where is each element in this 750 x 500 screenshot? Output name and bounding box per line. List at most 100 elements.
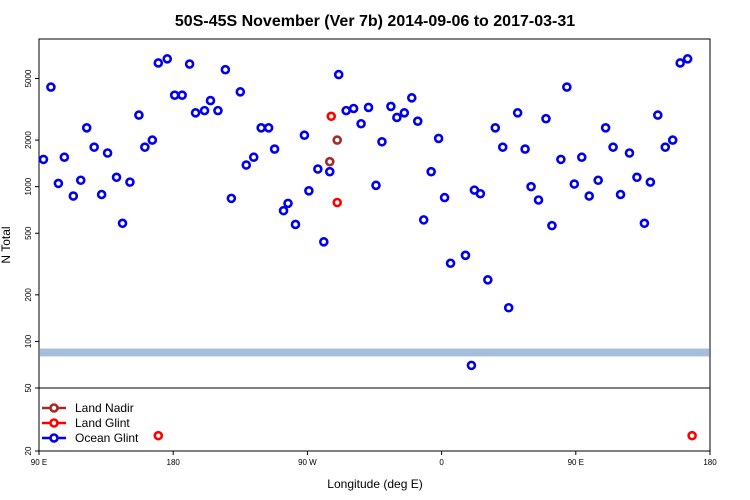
- data-point: [399, 108, 410, 118]
- data-point: [333, 69, 344, 80]
- y-tick-label: 50: [24, 383, 33, 392]
- data-point: [526, 181, 536, 192]
- data-point: [102, 148, 113, 158]
- data-point: [377, 136, 387, 147]
- y-tick-label: 2000: [24, 131, 33, 149]
- data-point: [624, 148, 635, 158]
- data-point: [490, 123, 501, 133]
- data-point: [125, 177, 135, 187]
- data-point: [205, 95, 216, 106]
- data-point: [576, 152, 587, 163]
- data-point: [304, 186, 314, 196]
- data-point: [326, 111, 337, 122]
- y-axis-label: N Total: [0, 226, 13, 263]
- data-point: [645, 177, 656, 187]
- data-point: [38, 154, 49, 165]
- data-point: [263, 123, 274, 133]
- data-point: [503, 302, 514, 313]
- data-point: [134, 110, 144, 120]
- data-point: [81, 123, 92, 133]
- data-point: [319, 237, 329, 247]
- legend-label: Land Nadir: [75, 401, 134, 415]
- data-point: [593, 175, 603, 186]
- data-point: [392, 112, 402, 123]
- data-point: [512, 108, 523, 118]
- band-layer: [40, 348, 709, 357]
- data-point: [363, 102, 374, 113]
- data-point: [608, 142, 618, 152]
- data-point: [162, 54, 173, 64]
- data-point: [283, 198, 293, 209]
- legend-label: Land Glint: [75, 416, 130, 430]
- data-point: [584, 191, 595, 201]
- data-point: [660, 142, 671, 152]
- data-point: [556, 154, 566, 165]
- points-layer: [38, 54, 697, 441]
- data-point: [190, 108, 201, 118]
- data-point: [68, 191, 79, 201]
- y-tick-label: 1000: [24, 177, 33, 195]
- data-point: [466, 360, 477, 371]
- data-point: [341, 105, 351, 116]
- data-point: [653, 110, 663, 120]
- y-tick-label: 100: [24, 334, 33, 348]
- legend-marker: [49, 433, 59, 443]
- data-point: [600, 123, 611, 133]
- data-point: [445, 258, 456, 269]
- x-axis-label: Longitude (deg E): [327, 477, 422, 491]
- data-point: [153, 58, 164, 68]
- data-point: [412, 116, 423, 126]
- data-point: [117, 218, 128, 229]
- data-point: [547, 220, 557, 231]
- data-point: [497, 142, 508, 152]
- x-tick-label: 180: [703, 458, 717, 467]
- data-point: [199, 105, 210, 116]
- data-point: [153, 430, 164, 441]
- data-point: [226, 193, 237, 204]
- data-point: [475, 188, 486, 199]
- data-point: [53, 178, 64, 189]
- data-point: [324, 156, 335, 167]
- y-tick-label: 5000: [24, 69, 33, 87]
- data-point: [483, 275, 493, 285]
- data-point: [675, 58, 685, 68]
- data-point: [169, 90, 180, 101]
- x-tick-label: 0: [439, 458, 444, 467]
- x-tick-label: 90 E: [31, 458, 47, 467]
- data-point: [111, 172, 122, 183]
- legend-label: Ocean Glint: [75, 431, 139, 445]
- x-tick-label: 90 E: [568, 458, 584, 467]
- band-rect: [40, 348, 709, 357]
- data-point: [147, 135, 158, 145]
- y-tick-label: 200: [24, 288, 33, 302]
- legend-marker: [49, 418, 59, 428]
- data-point: [324, 166, 335, 177]
- plot-area-bottom: [38, 387, 711, 452]
- data-point: [177, 90, 187, 101]
- data-point: [667, 135, 678, 145]
- plot-area-top: [38, 38, 711, 389]
- data-point: [386, 101, 396, 112]
- y-tick-label: 500: [24, 226, 33, 240]
- data-point: [213, 105, 223, 116]
- data-point: [687, 430, 697, 441]
- data-point: [220, 64, 231, 75]
- tick-layer: 90 E 180 90 W 0 90 E 180 20 50 100 200 500 1000 2000…: [24, 69, 717, 467]
- data-point: [639, 218, 650, 229]
- data-point: [533, 195, 544, 205]
- data-point: [433, 133, 444, 144]
- data-point: [426, 166, 436, 177]
- data-point: [569, 179, 580, 189]
- data-point: [615, 189, 626, 200]
- data-point: [241, 160, 252, 170]
- data-point: [299, 130, 310, 141]
- data-point: [520, 144, 530, 154]
- data-point: [541, 113, 551, 124]
- y-tick-label: 20: [24, 446, 33, 455]
- data-point: [313, 164, 323, 174]
- data-point: [46, 82, 56, 92]
- data-point: [75, 175, 86, 186]
- data-point: [269, 144, 280, 154]
- data-point: [332, 135, 343, 145]
